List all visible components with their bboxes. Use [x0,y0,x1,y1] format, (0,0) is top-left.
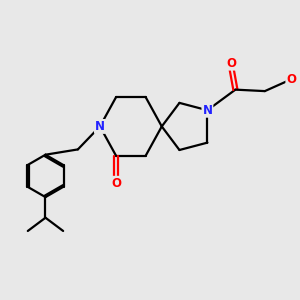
Text: O: O [111,177,121,190]
Text: O: O [226,57,236,70]
Text: N: N [202,104,212,117]
Text: N: N [95,120,105,133]
Text: O: O [286,74,296,86]
